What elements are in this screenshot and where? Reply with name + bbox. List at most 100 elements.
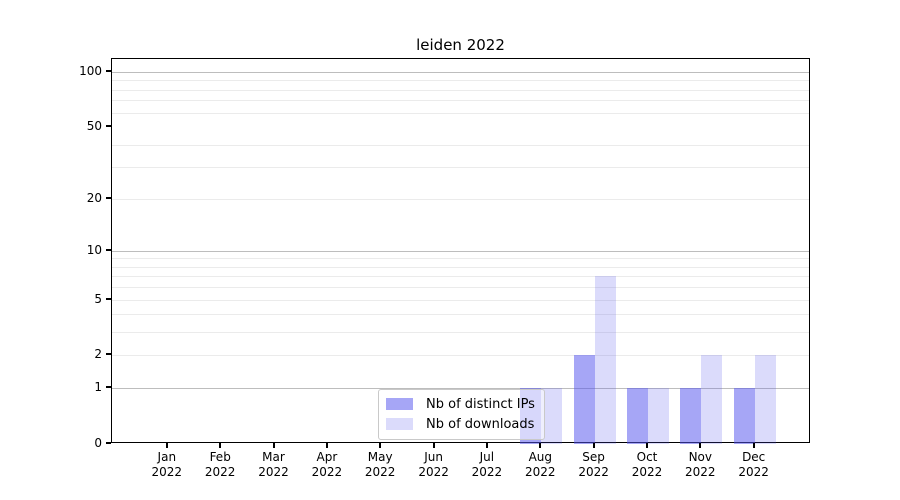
gridline-major (112, 250, 809, 252)
gridline-minor (112, 100, 809, 102)
gridline-minor (112, 89, 809, 91)
x-tick-label: Aug 2022 (510, 450, 570, 480)
x-tick-year: 2022 (311, 465, 343, 479)
x-tick-month: Oct (636, 450, 658, 464)
gridline-minor (112, 276, 809, 278)
y-tick-mark (106, 248, 111, 251)
x-tick-mark (379, 443, 382, 448)
x-tick-year: 2022 (151, 465, 183, 479)
bar-distinct-ips (733, 388, 755, 444)
gridline-minor (112, 314, 809, 316)
bar-downloads (754, 355, 776, 444)
x-tick-year: 2022 (578, 465, 609, 479)
y-tick-mark (106, 386, 111, 389)
x-tick-month: Mar (262, 450, 285, 464)
x-tick-month: Nov (688, 450, 712, 464)
gridline-minor (112, 258, 809, 260)
gridline-major (112, 388, 809, 390)
y-tick-label: 10 (86, 242, 102, 257)
y-tick-label: 2 (94, 347, 102, 362)
x-tick-mark (699, 443, 702, 448)
x-tick-year: 2022 (631, 465, 663, 479)
x-tick-month: Jun (424, 450, 443, 464)
y-tick-mark (106, 70, 111, 72)
x-tick-year: 2022 (525, 465, 556, 479)
x-tick-mark (539, 443, 542, 448)
bar-downloads (594, 276, 616, 444)
x-tick-year: 2022 (418, 465, 449, 479)
y-tick-label: 50 (86, 119, 102, 134)
x-tick-mark (325, 443, 328, 448)
x-tick-label: May 2022 (350, 450, 410, 480)
x-tick-year: 2022 (204, 465, 236, 479)
gridline-minor (112, 167, 809, 169)
bar-downloads (541, 388, 563, 444)
gridline-minor (112, 112, 809, 114)
legend-item-distinct-ips: Nb of distinct IPs (386, 394, 535, 414)
x-tick-mark (219, 443, 222, 448)
y-tick-mark (106, 196, 111, 199)
x-tick-label: Dec 2022 (724, 450, 784, 480)
x-tick-mark (646, 443, 648, 448)
x-tick-year: 2022 (738, 465, 769, 479)
x-tick-label: Sep 2022 (564, 450, 624, 480)
x-tick-year: 2022 (471, 465, 503, 479)
gridline-minor (112, 198, 809, 200)
bar-distinct-ips (680, 388, 702, 444)
gridline-minor (112, 144, 809, 146)
x-tick-month: Jul (479, 450, 495, 464)
y-tick-label: 1 (94, 380, 102, 395)
gridline-minor (112, 299, 809, 301)
y-tick-label: 100 (79, 64, 102, 78)
legend-label: Nb of downloads (426, 416, 535, 432)
x-tick-label: Jun 2022 (404, 450, 464, 480)
plot-area (111, 58, 810, 444)
y-tick-label: 5 (94, 291, 102, 306)
legend-swatch-distinct-ips (386, 398, 413, 410)
bar-distinct-ips (573, 355, 595, 444)
chart-title: leiden 2022 (416, 36, 505, 54)
x-tick-label: Jan 2022 (137, 450, 197, 480)
x-tick-mark (592, 443, 595, 448)
y-tick-mark (106, 297, 111, 300)
bar-downloads (701, 355, 723, 444)
bar-distinct-ips (627, 388, 648, 444)
legend-swatch-downloads (386, 418, 413, 430)
x-tick-month: Jan (157, 450, 177, 464)
x-tick-month: Dec (742, 450, 766, 464)
y-tick-label: 0 (94, 436, 102, 450)
gridline-major (112, 72, 809, 73)
x-tick-label: Oct 2022 (617, 450, 677, 480)
x-tick-mark (165, 443, 168, 448)
x-tick-month: May (367, 450, 393, 464)
gridline-minor (112, 266, 809, 268)
legend: Nb of distinct IPs Nb of downloads (378, 389, 545, 440)
legend-label: Nb of distinct IPs (426, 396, 535, 412)
y-tick-label: 20 (86, 190, 102, 205)
x-tick-year: 2022 (258, 465, 289, 479)
x-tick-mark (432, 443, 435, 448)
x-tick-month: Aug (528, 450, 553, 464)
x-tick-label: Jul 2022 (457, 450, 517, 480)
x-tick-label: Nov 2022 (670, 450, 730, 480)
gridline-minor (112, 355, 809, 357)
x-tick-month: Feb (209, 450, 231, 464)
y-tick-mark (106, 353, 111, 356)
x-tick-label: Apr 2022 (297, 450, 357, 480)
y-tick-mark (106, 442, 111, 444)
gridline-minor (112, 80, 809, 82)
x-tick-mark (752, 443, 755, 448)
gridline-minor (112, 287, 809, 289)
x-tick-mark (485, 443, 488, 448)
x-tick-year: 2022 (685, 465, 716, 479)
y-tick-mark (106, 125, 111, 128)
bar-downloads (648, 388, 669, 444)
gridline-minor (112, 332, 809, 334)
x-tick-label: Mar 2022 (244, 450, 304, 480)
legend-item-downloads: Nb of downloads (386, 414, 535, 434)
x-tick-year: 2022 (364, 465, 396, 479)
x-tick-mark (272, 443, 275, 448)
x-tick-month: Sep (582, 450, 605, 464)
x-tick-label: Feb 2022 (190, 450, 250, 480)
